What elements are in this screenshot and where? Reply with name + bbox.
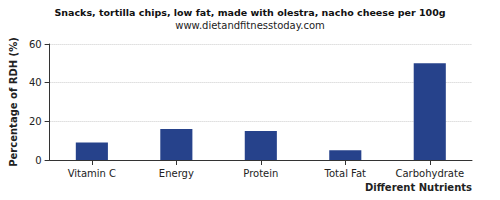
- svg-text:Carbohydrate: Carbohydrate: [395, 168, 464, 179]
- svg-text:Protein: Protein: [243, 168, 278, 179]
- svg-text:40: 40: [29, 77, 42, 88]
- svg-text:www.dietandfitnesstoday.com: www.dietandfitnesstoday.com: [175, 20, 324, 31]
- svg-text:Percentage of RDH (%): Percentage of RDH (%): [8, 37, 19, 167]
- svg-text:60: 60: [29, 39, 42, 50]
- svg-text:20: 20: [29, 116, 42, 127]
- svg-text:Different Nutrients: Different Nutrients: [365, 182, 472, 193]
- svg-text:Energy: Energy: [159, 168, 194, 179]
- svg-text:Snacks, tortilla chips, low fa: Snacks, tortilla chips, low fat, made wi…: [54, 7, 445, 18]
- svg-text:Total Fat: Total Fat: [324, 168, 366, 179]
- svg-text:Vitamin C: Vitamin C: [68, 168, 116, 179]
- svg-text:0: 0: [35, 155, 41, 166]
